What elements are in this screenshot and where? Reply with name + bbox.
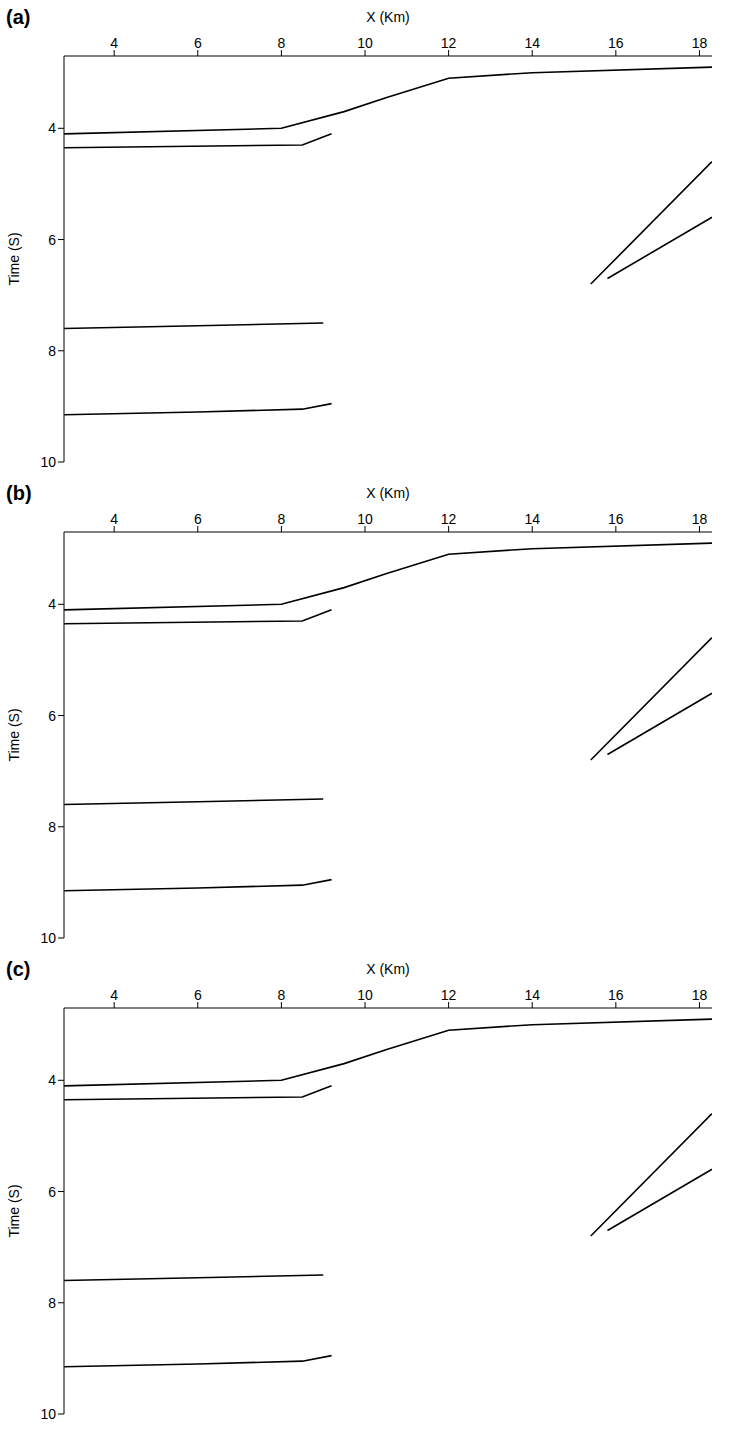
svg-text:X (Km): X (Km): [366, 485, 410, 501]
svg-text:8: 8: [48, 819, 56, 835]
svg-text:14: 14: [524, 511, 540, 527]
svg-text:18: 18: [692, 987, 708, 1003]
svg-text:8: 8: [277, 987, 285, 1003]
svg-text:8: 8: [277, 511, 285, 527]
svg-text:14: 14: [524, 987, 540, 1003]
svg-text:16: 16: [608, 987, 624, 1003]
svg-text:18: 18: [692, 35, 708, 51]
svg-text:14: 14: [524, 35, 540, 51]
svg-text:12: 12: [441, 987, 457, 1003]
svg-text:6: 6: [194, 35, 202, 51]
svg-text:10: 10: [357, 987, 373, 1003]
svg-text:10: 10: [40, 1406, 56, 1422]
html-text:(b): (b): [6, 482, 32, 504]
svg-text:16: 16: [608, 35, 624, 51]
svg-text:10: 10: [40, 454, 56, 470]
svg-text:X (Km): X (Km): [366, 9, 410, 25]
svg-text:16: 16: [608, 511, 624, 527]
svg-text:4: 4: [48, 1072, 56, 1088]
svg-text:12: 12: [441, 511, 457, 527]
svg-text:Time (S): Time (S): [6, 232, 22, 285]
svg-text:12: 12: [441, 35, 457, 51]
svg-text:4: 4: [110, 511, 118, 527]
svg-text:18: 18: [692, 511, 708, 527]
svg-text:4: 4: [110, 35, 118, 51]
svg-text:6: 6: [48, 232, 56, 248]
svg-text:X (Km): X (Km): [366, 961, 410, 977]
svg-text:8: 8: [277, 35, 285, 51]
svg-text:4: 4: [48, 120, 56, 136]
svg-text:4: 4: [110, 987, 118, 1003]
svg-text:6: 6: [48, 1184, 56, 1200]
svg-text:10: 10: [357, 35, 373, 51]
svg-text:4: 4: [48, 596, 56, 612]
svg-text:Time (S): Time (S): [6, 708, 22, 761]
svg-text:10: 10: [40, 930, 56, 946]
svg-text:6: 6: [194, 511, 202, 527]
svg-text:10: 10: [357, 511, 373, 527]
svg-text:8: 8: [48, 1295, 56, 1311]
html-text:(a): (a): [6, 6, 31, 28]
svg-text:8: 8: [48, 343, 56, 359]
svg-text:6: 6: [194, 987, 202, 1003]
svg-text:6: 6: [48, 708, 56, 724]
svg-text:Time (S): Time (S): [6, 1184, 22, 1237]
html-text:(c): (c): [6, 958, 31, 980]
